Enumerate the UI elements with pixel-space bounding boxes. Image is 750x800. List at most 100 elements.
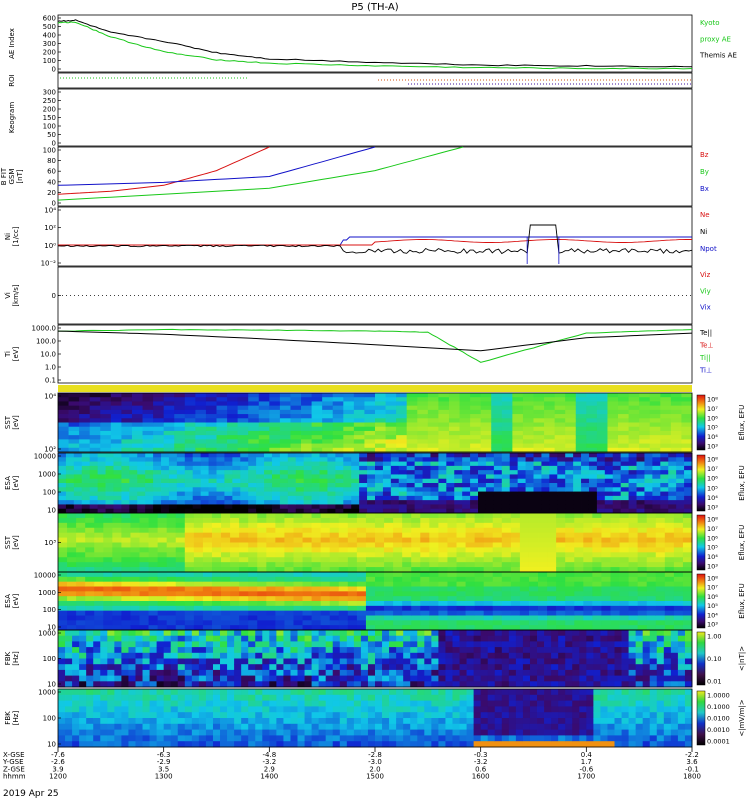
spectrogram-cell [157,557,168,563]
spectrogram-cell [592,537,602,543]
spectrogram-cell [431,681,439,688]
spectrogram-cell [438,647,446,654]
spectrogram-cell [673,552,684,558]
spectrogram-cell [279,508,289,514]
spectrogram-cell [429,552,439,558]
spectrogram-cell [660,495,669,501]
spectrogram-cell [81,487,91,492]
spectrogram-ssti [58,513,693,573]
spectrogram-cell [347,620,358,626]
spectrogram-cell [290,664,298,671]
spectrogram-cell [668,461,677,467]
spectrogram-cell [448,418,460,423]
spectrogram-cell [551,647,559,654]
spectrogram-cell [509,483,519,488]
spectrogram-cell [642,635,651,642]
spectrogram-cell [248,409,260,415]
spectrogram-cell [508,675,517,682]
spectrogram-cell [515,647,524,654]
spectrogram-cell [79,729,87,736]
spectrogram-cell [212,635,221,642]
spectrogram-cell [649,647,658,654]
spectrogram-cell [264,465,273,471]
spectrogram-cell [137,495,146,501]
spectrogram-cell [192,504,202,510]
spectrogram-cell [311,741,320,748]
spectrogram-cell [393,513,403,519]
spectrogram-cell [554,430,566,436]
spectrogram-cell [262,712,270,719]
spectrogram-cell [642,652,651,659]
spectrogram-cell [166,532,177,538]
spectrogram-cell [637,532,648,538]
spectrogram-cell [556,591,566,597]
spectrogram-cell [121,478,130,484]
spectrogram-cell [184,596,195,602]
spectrogram-cell [470,487,479,492]
spectrogram-cell [652,508,661,514]
spectrogram-cell [302,605,312,612]
spectrogram-cell [487,635,496,642]
spectrogram-cell [297,706,305,713]
spectrogram-cell [427,418,439,423]
spectrogram-cell [579,641,587,648]
spectrogram-cell [271,483,281,488]
spectrogram-cell [557,453,566,458]
spectrogram-cell [375,393,386,398]
spectrogram-cell [202,557,213,563]
spectrogram-cell [565,457,574,462]
spectrogram-cell [297,723,305,730]
spectrogram-cell [446,487,455,492]
spectrogram-cell [184,430,196,436]
spectrogram-cell [525,491,534,497]
spectrogram-cell [478,491,487,497]
spectrogram-cell [89,422,101,428]
spectrogram-cell [470,435,482,440]
spectrogram-cell [501,522,512,529]
spectrogram-cell [114,706,122,713]
spectrogram-cell [241,669,249,676]
spectrogram-cell [572,664,580,671]
spectrogram-cell [293,586,303,592]
spectrogram-cell [474,532,485,538]
spectrogram-cell [94,581,104,587]
spectrogram-cell [200,483,209,488]
spectrogram-cell [339,675,348,682]
spectrogram-cell [192,483,202,488]
spectrogram-cell [406,443,418,449]
spectrogram-cell [112,610,122,616]
spectrogram-cell [332,397,344,402]
spectrogram-cell [304,700,312,707]
spectrogram-cell [157,542,168,548]
spectrogram-cell [375,675,383,682]
spectrogram-cell [319,453,328,458]
spectrogram-cell [279,483,289,488]
spectrogram-cell [522,630,531,637]
spectrogram-cell [212,664,221,671]
spectrogram-cell [600,641,608,648]
spectrogram-cell [58,500,67,505]
spectrogram-cell [398,465,408,471]
spectrogram-cell [356,527,367,534]
spectrogram-cell [320,522,331,529]
spectrogram-cell [58,675,66,682]
spectrogram-cell [586,630,594,637]
spectrogram-cell [417,422,429,428]
spectrogram-cell [485,508,495,514]
spectrogram-cell [97,483,106,488]
spectrogram-cell [572,669,580,676]
spectrogram-cell [131,435,143,440]
spectrogram-cell [100,729,108,736]
spectrogram-cell [221,562,231,568]
spectrogram-cell [279,470,289,475]
spectrogram-cell [480,681,489,688]
spectrogram-cell [353,652,362,659]
spectrogram-cell [356,615,367,621]
spectrogram-cell [628,495,637,501]
spectrogram-cell [501,647,510,654]
spectrogram-cell [269,401,281,407]
spectrogram-cell [628,513,639,519]
spectrogram-cell [198,718,207,725]
spectrogram-cell [483,610,494,616]
spectrogram-cell [522,397,534,402]
